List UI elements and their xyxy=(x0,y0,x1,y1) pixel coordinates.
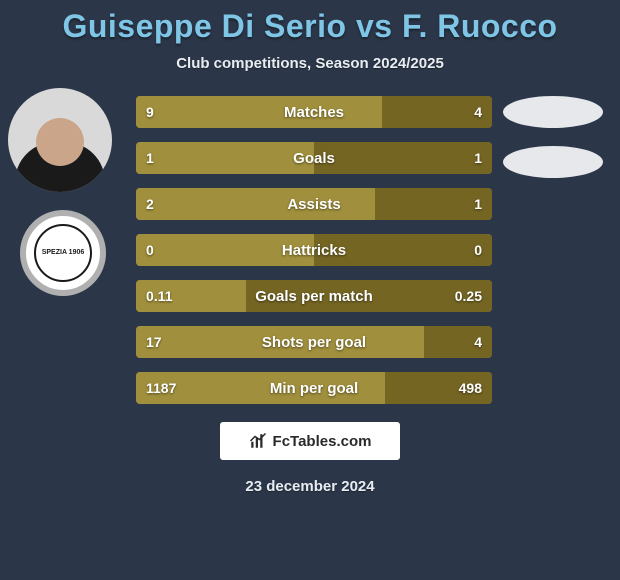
stat-label: Hattricks xyxy=(136,234,492,266)
generated-date: 23 december 2024 xyxy=(0,478,620,495)
stat-row: 1187498Min per goal xyxy=(136,372,492,404)
brand-logo: FcTables.com xyxy=(220,422,400,460)
stat-label: Min per goal xyxy=(136,372,492,404)
chart-stats-icon xyxy=(249,432,267,450)
stat-row: 00Hattricks xyxy=(136,234,492,266)
stat-label: Shots per goal xyxy=(136,326,492,358)
right-player-column xyxy=(498,96,608,178)
stat-label: Goals xyxy=(136,142,492,174)
stat-label: Matches xyxy=(136,96,492,128)
stat-row: 21Assists xyxy=(136,188,492,220)
player1-avatar xyxy=(8,88,112,192)
avatar-head-shape xyxy=(36,118,84,166)
stat-row: 0.110.25Goals per match xyxy=(136,280,492,312)
stat-row: 94Matches xyxy=(136,96,492,128)
stat-row: 11Goals xyxy=(136,142,492,174)
stat-bars: 94Matches 11Goals 21Assists 00Hattricks 0.11… xyxy=(136,96,492,404)
brand-text: FcTables.com xyxy=(273,433,372,450)
player1-club-badge: SPEZIA 1906 xyxy=(20,210,106,296)
stat-label: Goals per match xyxy=(136,280,492,312)
player2-club-placeholder xyxy=(503,146,603,178)
stat-label: Assists xyxy=(136,188,492,220)
left-player-column: SPEZIA 1906 xyxy=(8,88,128,296)
page-subtitle: Club competitions, Season 2024/2025 xyxy=(0,55,620,72)
comparison-panel: SPEZIA 1906 94Matches 11Goals 21Assists 00H… xyxy=(0,96,620,404)
club-badge-text: SPEZIA 1906 xyxy=(34,224,92,282)
stat-row: 174Shots per goal xyxy=(136,326,492,358)
page-title: Guiseppe Di Serio vs F. Ruocco xyxy=(0,0,620,45)
player2-avatar-placeholder xyxy=(503,96,603,128)
